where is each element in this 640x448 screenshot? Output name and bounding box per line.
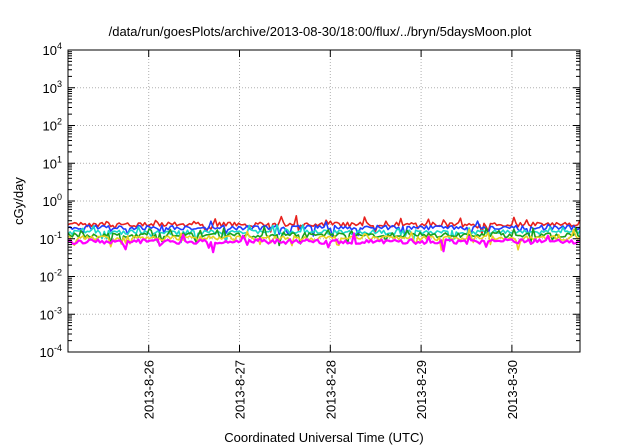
series-line-3: [67, 223, 581, 244]
y-tick-label: 101: [43, 154, 62, 171]
x-tick-label: 2013-8-26: [142, 360, 157, 419]
x-tick-label: 2013-8-29: [414, 360, 429, 419]
grid: [68, 50, 580, 352]
y-tick-label: 104: [43, 41, 62, 58]
ticks: 10-4 10-3 10-2 10-1 100 101 102 103 104 2013-8-26…: [40, 41, 580, 419]
y-axis-label: cGy/day: [11, 177, 26, 225]
y-tick-label: 102: [43, 117, 62, 134]
y-tick-label: 103: [43, 79, 62, 96]
series-line-2: [67, 220, 581, 239]
y-tick-label: 10-1: [40, 230, 62, 247]
series-line-6: [67, 232, 581, 254]
y-tick-label: 10-4: [40, 343, 62, 360]
x-tick-label: 2013-8-28: [323, 360, 338, 419]
series-group: [67, 215, 581, 254]
series-line-5: [67, 228, 581, 251]
y-tick-label: 10-2: [40, 268, 62, 285]
x-tick-label: 2013-8-30: [505, 360, 520, 419]
y-tick-label: 10-3: [40, 305, 62, 322]
y-tick-label: 100: [43, 192, 62, 209]
chart-title: /data/run/goesPlots/archive/2013-08-30/1…: [109, 24, 532, 39]
x-tick-label: 2013-8-27: [233, 360, 248, 419]
x-axis-label: Coordinated Universal Time (UTC): [224, 430, 423, 445]
